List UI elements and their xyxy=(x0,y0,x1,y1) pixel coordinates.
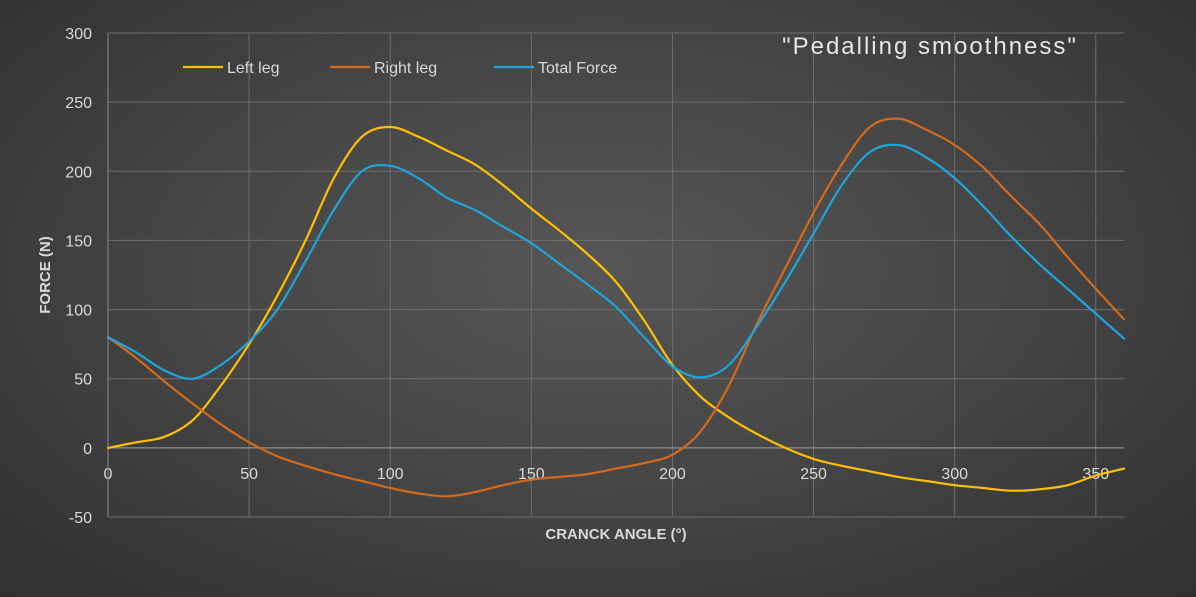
y-tick-label: 0 xyxy=(83,441,92,458)
y-tick-label: 250 xyxy=(65,95,92,112)
x-axis-title: CRANCK ANGLE (°) xyxy=(545,526,686,543)
x-tick-label: 250 xyxy=(800,466,827,483)
y-tick-label: 200 xyxy=(65,164,92,181)
grid xyxy=(107,32,1124,518)
legend-label-right-leg: Right leg xyxy=(374,60,437,77)
legend: Left leg Right leg Total Force xyxy=(183,60,617,77)
legend-label-total-force: Total Force xyxy=(538,60,617,77)
series-lines xyxy=(106,117,1126,498)
series-line-left-leg xyxy=(106,125,1126,492)
y-tick-label: 100 xyxy=(65,303,92,320)
chart-title: "Pedalling smoothness" xyxy=(782,33,1078,60)
legend-label-left-leg: Left leg xyxy=(227,60,279,77)
x-tick-label: 100 xyxy=(377,466,404,483)
y-axis-title: FORCE (N) xyxy=(37,236,54,314)
x-tick-label: 50 xyxy=(240,466,258,483)
y-tick-label: 50 xyxy=(74,372,92,389)
x-tick-label: 300 xyxy=(941,466,968,483)
y-tick-label: 300 xyxy=(65,26,92,43)
y-tick-label: -50 xyxy=(69,510,92,527)
x-tick-label: 200 xyxy=(659,466,686,483)
series-line-total-force xyxy=(106,143,1126,380)
y-tick-label: 150 xyxy=(65,233,92,250)
series-line-right-leg xyxy=(106,117,1126,498)
